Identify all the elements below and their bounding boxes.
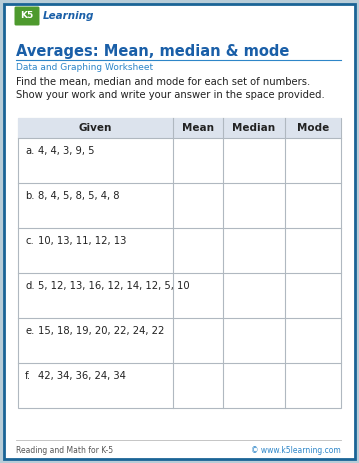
- Bar: [18, 118, 341, 138]
- FancyBboxPatch shape: [14, 6, 39, 25]
- Text: 15, 18, 19, 20, 22, 24, 22: 15, 18, 19, 20, 22, 24, 22: [38, 326, 164, 336]
- Text: 42, 34, 36, 24, 34: 42, 34, 36, 24, 34: [38, 371, 126, 381]
- Text: Given: Given: [79, 123, 112, 133]
- Bar: [18, 118, 341, 408]
- Text: c.: c.: [25, 236, 34, 246]
- Text: f.: f.: [25, 371, 31, 381]
- Text: Reading and Math for K-5: Reading and Math for K-5: [16, 446, 113, 455]
- Text: a.: a.: [25, 146, 34, 156]
- Text: 5, 12, 13, 16, 12, 14, 12, 5, 10: 5, 12, 13, 16, 12, 14, 12, 5, 10: [38, 281, 190, 291]
- Text: © www.k5learning.com: © www.k5learning.com: [251, 446, 341, 455]
- Text: Show your work and write your answer in the space provided.: Show your work and write your answer in …: [16, 90, 325, 100]
- Text: Data and Graphing Worksheet: Data and Graphing Worksheet: [16, 63, 153, 72]
- Text: Find the mean, median and mode for each set of numbers.: Find the mean, median and mode for each …: [16, 77, 310, 87]
- Text: 10, 13, 11, 12, 13: 10, 13, 11, 12, 13: [38, 236, 126, 246]
- Text: d.: d.: [25, 281, 34, 291]
- Text: e.: e.: [25, 326, 34, 336]
- Text: K5: K5: [20, 12, 34, 20]
- Text: 4, 4, 3, 9, 5: 4, 4, 3, 9, 5: [38, 146, 94, 156]
- Text: Averages: Mean, median & mode: Averages: Mean, median & mode: [16, 44, 289, 59]
- Text: Median: Median: [232, 123, 276, 133]
- Text: Mean: Mean: [182, 123, 214, 133]
- Text: Learning: Learning: [43, 11, 94, 21]
- Text: 8, 4, 5, 8, 5, 4, 8: 8, 4, 5, 8, 5, 4, 8: [38, 191, 120, 201]
- Text: Mode: Mode: [297, 123, 329, 133]
- Text: b.: b.: [25, 191, 34, 201]
